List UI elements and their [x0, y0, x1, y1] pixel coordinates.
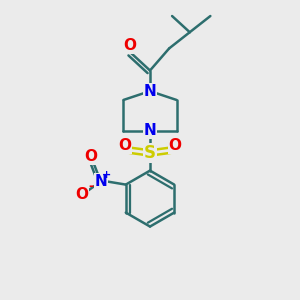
Text: N: N — [144, 123, 156, 138]
Text: -: - — [88, 180, 93, 193]
Text: N: N — [144, 84, 156, 99]
Text: O: O — [123, 38, 136, 53]
Text: O: O — [118, 138, 131, 153]
Text: S: S — [144, 144, 156, 162]
Text: O: O — [75, 188, 88, 202]
Text: O: O — [169, 138, 182, 153]
Text: O: O — [84, 149, 97, 164]
Text: N: N — [94, 174, 107, 189]
Text: +: + — [101, 170, 111, 180]
